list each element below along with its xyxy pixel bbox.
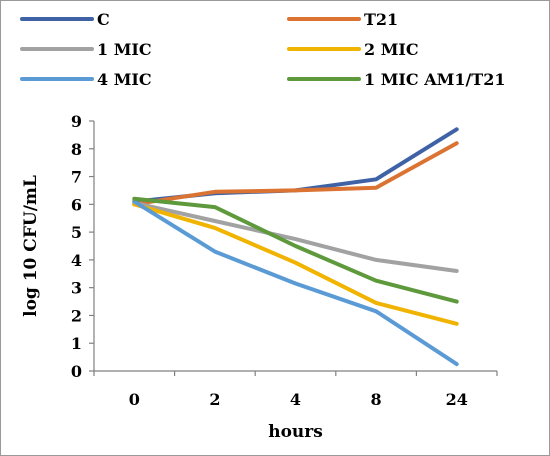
x-tick-label: 24 [446,390,468,409]
legend-item: 2 MIC [287,40,419,59]
y-tick-label: 8 [71,140,82,159]
legend-item: C [20,10,110,29]
legend-label: 4 MIC [97,70,152,89]
x-axis-ticks: 0 2 4 8 24 [93,371,498,409]
y-tick-label: 2 [71,306,82,325]
legend-item: 1 MIC AM1/T21 [287,70,505,89]
series-line-t21 [132,141,459,207]
series-line-1-mic [132,200,459,273]
y-tick-label: 1 [71,334,82,353]
legend-label: 2 MIC [364,40,419,59]
legend-label: T21 [364,10,398,29]
legend-item: 1 MIC [20,40,152,59]
y-tick-label: 7 [71,168,82,187]
series-line-2-mic [132,202,459,326]
y-tick-label: 6 [71,195,82,214]
x-tick-label: 8 [371,390,382,409]
x-axis-title: hours [268,422,323,442]
x-tick-label: 4 [290,390,301,409]
y-tick-label: 3 [71,279,82,298]
y-axis-ticks: 0 1 2 3 4 5 6 7 8 9 [71,112,94,381]
legend-item: 4 MIC [20,70,152,89]
series-lines [132,127,459,367]
y-tick-label: 4 [71,251,82,270]
x-tick-label: 0 [129,390,140,409]
legend-label: C [97,10,110,29]
y-tick-label: 0 [71,362,82,381]
legend: C T21 1 MIC 2 MIC 4 MIC 1 MIC AM1/T21 [20,10,505,89]
legend-item: T21 [287,10,398,29]
legend-label: 1 MIC [97,40,152,59]
series-line-4-mic [132,199,459,367]
x-tick-label: 2 [209,390,220,409]
y-tick-label: 5 [71,223,82,242]
series-line-1-mic-am1-t21 [132,196,459,304]
legend-label: 1 MIC AM1/T21 [364,70,505,89]
y-tick-label: 9 [71,112,82,131]
y-axis-title: log 10 CFU/mL [21,175,41,317]
